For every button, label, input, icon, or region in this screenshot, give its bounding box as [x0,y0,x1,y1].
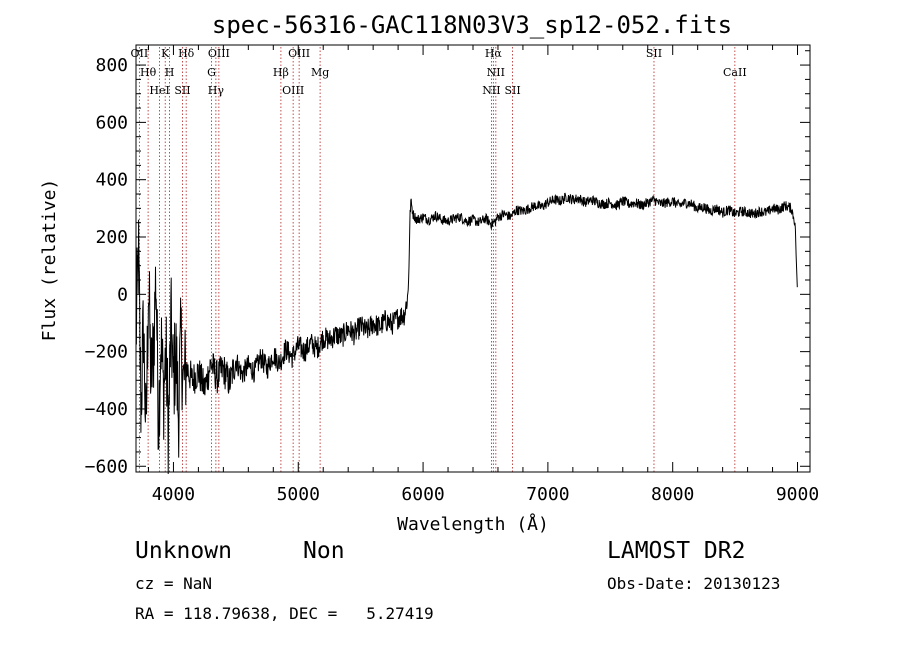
y-tick-label: 0 [117,284,128,305]
emission-line-label: G [207,66,216,79]
y-tick-label: 800 [95,55,128,76]
emission-line-label: Mg [311,66,329,79]
chart-title: spec-56316-GAC118N03V3_sp12-052.fits [212,11,732,39]
y-tick-label: 600 [95,112,128,133]
emission-line-label: NII [487,66,505,79]
object-subclass: Non [303,538,345,564]
emission-line-label: Hβ [273,66,289,79]
x-tick-label: 5000 [277,484,320,505]
y-axis-ticks: −600 −400 −200 0 200 400 600 800 [85,50,810,477]
emission-line-label: Hθ [140,66,157,79]
spectrum-line [135,192,798,475]
emission-line-markers [138,47,736,472]
plot-frame [135,44,811,473]
emission-line-label: NII [482,84,500,97]
y-tick-label: −400 [85,399,128,420]
x-tick-label: 9000 [776,484,819,505]
spectrum-series [135,192,798,475]
emission-line-label: SII [646,47,662,60]
observation-date: Obs-Date: 20130123 [607,574,781,593]
emission-line-label: OIII [208,47,230,60]
x-tick-label: 7000 [526,484,569,505]
y-tick-label: 400 [95,170,128,191]
y-axis-label: Flux (relative) [39,179,60,342]
emission-line-labels: OIIHθHeIKHSIIHδGHγOIIIHβOIIIOIIIMgNIIHαN… [131,47,747,97]
x-tick-label: 8000 [651,484,694,505]
object-class: Unknown [135,538,232,564]
emission-line-label: CaII [723,66,747,79]
emission-line-label: Hδ [178,47,195,60]
x-axis-ticks: 4000 5000 6000 7000 8000 9000 [147,45,819,505]
emission-line-label: Hγ [208,84,225,97]
y-tick-label: −200 [85,342,128,363]
x-axis-label: Wavelength (Å) [397,513,549,535]
emission-line-label: H [165,66,175,79]
emission-line-label: K [161,47,170,60]
emission-line-label: OIII [282,84,304,97]
survey-name: LAMOST DR2 [607,538,746,564]
y-tick-label: 200 [95,227,128,248]
x-tick-label: 4000 [152,484,195,505]
emission-line-label: SII [174,84,190,97]
emission-line-label: HeI [149,84,169,97]
y-tick-label: −600 [85,456,128,477]
emission-line-label: Hα [485,47,503,60]
emission-line-label: OII [131,47,149,60]
coordinates-readout: RA = 118.79638, DEC = 5.27419 [135,604,434,623]
redshift-readout: cz = NaN [135,574,213,593]
x-tick-label: 6000 [401,484,444,505]
emission-line-label: OIII [288,47,310,60]
emission-line-label: SII [504,84,520,97]
